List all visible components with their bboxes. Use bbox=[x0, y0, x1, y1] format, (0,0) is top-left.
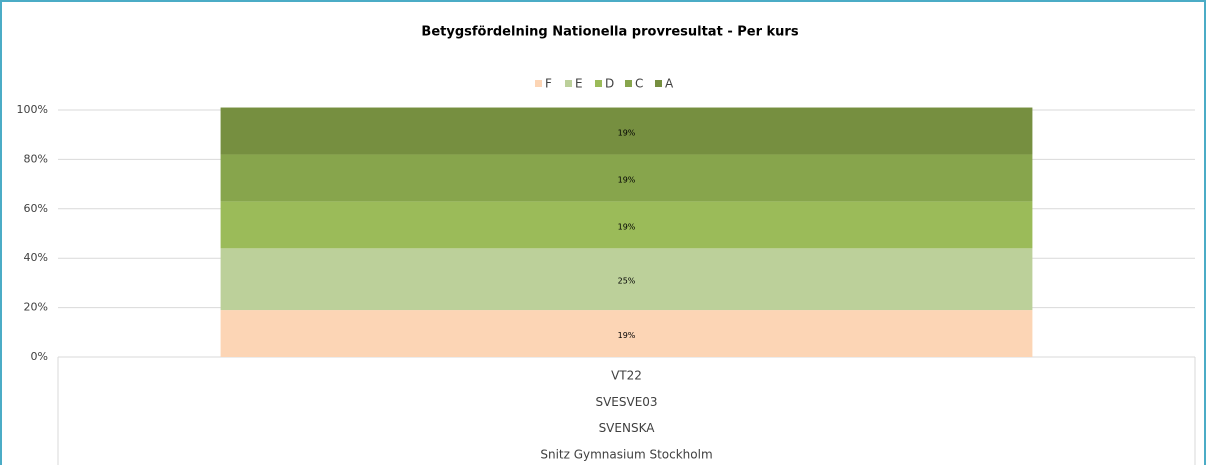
legend-label: D bbox=[605, 77, 614, 91]
data-label: 19% bbox=[618, 222, 636, 231]
legend-label: A bbox=[665, 77, 674, 91]
bar-segment bbox=[220, 107, 1033, 155]
legend-swatch bbox=[655, 80, 662, 87]
chart-title: Betygsfördelning Nationella provresultat… bbox=[421, 25, 798, 40]
y-tick-label: 100% bbox=[17, 103, 48, 116]
x-tick-label: SVENSKA bbox=[599, 421, 656, 435]
y-tick-label: 0% bbox=[31, 350, 48, 363]
legend-swatch bbox=[565, 80, 572, 87]
y-tick-label: 20% bbox=[24, 301, 48, 314]
legend-swatch bbox=[595, 80, 602, 87]
data-label: 19% bbox=[618, 331, 636, 340]
legend-swatch bbox=[535, 80, 542, 87]
bar-segment bbox=[220, 310, 1033, 357]
x-tick-label: VT22 bbox=[611, 369, 642, 383]
x-tick-label: SVESVE03 bbox=[595, 395, 657, 409]
legend-label: F bbox=[545, 77, 552, 91]
y-tick-label: 40% bbox=[24, 251, 48, 264]
data-label: 19% bbox=[618, 128, 636, 137]
bar-segment bbox=[220, 154, 1033, 202]
legend-label: C bbox=[635, 77, 643, 91]
y-tick-label: 60% bbox=[24, 202, 48, 215]
legend-swatch bbox=[625, 80, 632, 87]
data-label: 19% bbox=[618, 175, 636, 184]
bar-segment bbox=[220, 248, 1033, 311]
y-tick-label: 80% bbox=[24, 152, 48, 165]
legend-label: E bbox=[575, 77, 583, 91]
x-tick-label: Snitz Gymnasium Stockholm bbox=[540, 447, 712, 461]
bar-segment bbox=[220, 201, 1033, 249]
data-label: 25% bbox=[618, 277, 636, 286]
